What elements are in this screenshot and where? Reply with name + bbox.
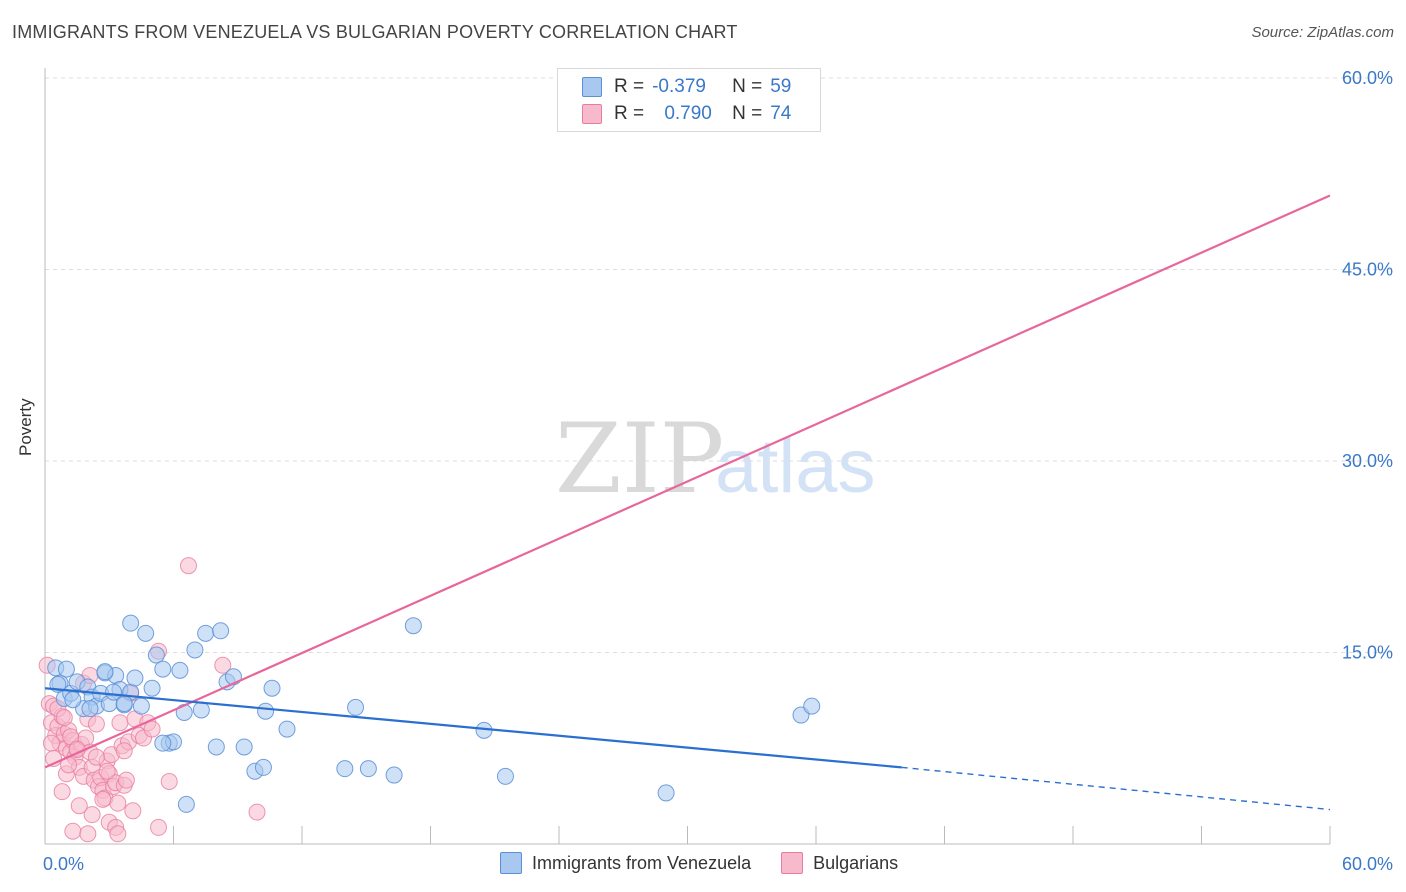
- venezuela-point: [385, 766, 403, 784]
- venezuela-point: [171, 661, 189, 679]
- y-tick-label: 45.0%: [1342, 260, 1393, 280]
- bulgarians-point: [115, 742, 133, 760]
- bulgarians-point: [143, 720, 161, 738]
- venezuela-point: [81, 700, 99, 718]
- bulgarians-point: [111, 714, 129, 732]
- legend-swatch-pink: [781, 852, 804, 874]
- watermark-zip: ZIP: [555, 403, 724, 515]
- watermark: ZIP atlas: [555, 403, 876, 515]
- legend-row-venezuela: R = -0.379 N = 59: [582, 75, 791, 99]
- watermark-atlas: atlas: [715, 424, 876, 509]
- bulgarians-point: [55, 709, 73, 727]
- bulgarians-point: [64, 822, 82, 840]
- legend-n-label: N =: [732, 103, 763, 124]
- bulgarians-trend-line: [44, 194, 1331, 769]
- venezuela-point: [186, 641, 204, 659]
- legend-swatch-blue: [500, 852, 522, 874]
- venezuela-points: [47, 614, 821, 813]
- bulgarians-point: [87, 715, 105, 733]
- venezuela-point: [212, 622, 230, 640]
- venezuela-point: [347, 698, 365, 716]
- bulgarians-point: [117, 771, 135, 789]
- legend-n-value: 59: [770, 76, 792, 97]
- bulgarians-point: [179, 557, 197, 575]
- bulgarians-point: [150, 818, 168, 836]
- venezuela-point: [126, 669, 144, 687]
- x-tick-label: 0.0%: [43, 854, 84, 874]
- bulgarians-point: [83, 806, 101, 824]
- stats-legend: R = -0.379 N = 59 R = 0.790 N = 74: [557, 68, 821, 132]
- venezuela-trend-line: [44, 687, 902, 769]
- bulgarians-point: [109, 825, 127, 843]
- legend-r-value: 0.790: [664, 103, 712, 124]
- bulgarians-point: [87, 748, 105, 766]
- legend-n-value: 74: [770, 103, 792, 124]
- y-axis-label: Poverty: [16, 398, 35, 456]
- legend-row-bulgarians: R = 0.790 N = 74: [582, 102, 791, 126]
- axes: [44, 68, 1331, 845]
- venezuela-point: [96, 663, 114, 681]
- chart-title: IMMIGRANTS FROM VENEZUELA VS BULGARIAN P…: [12, 22, 738, 42]
- venezuela-point: [177, 795, 195, 813]
- venezuela-point: [207, 738, 225, 756]
- venezuela-point: [64, 691, 82, 709]
- bulgarians-point: [94, 790, 112, 808]
- venezuela-point: [197, 624, 215, 642]
- grid: [45, 77, 1392, 653]
- source-label: Source: ZipAtlas.com: [1251, 24, 1394, 41]
- legend-swatch-blue: [582, 77, 602, 97]
- bulgarians-points: [38, 557, 266, 843]
- y-tick-label: 15.0%: [1342, 643, 1393, 663]
- bulgarians-point: [70, 797, 88, 815]
- venezuela-point: [122, 614, 140, 632]
- bulgarians-point: [53, 783, 71, 801]
- venezuela-point: [235, 738, 253, 756]
- bulgarians-point: [109, 794, 127, 812]
- venezuela-point: [105, 683, 123, 701]
- venezuela-point: [154, 734, 172, 752]
- bulgarians-point: [42, 734, 60, 752]
- legend-item-venezuela[interactable]: Immigrants from Venezuela: [500, 852, 751, 874]
- x-tick-label: 60.0%: [1342, 854, 1393, 874]
- bulgarians-point: [160, 772, 178, 790]
- bulgarians-point: [124, 802, 142, 820]
- venezuela-point: [359, 760, 377, 778]
- series-legend: Immigrants from Venezuela Bulgarians: [500, 852, 928, 874]
- venezuela-point: [143, 679, 161, 697]
- venezuela-point: [192, 701, 210, 719]
- trend-lines: [44, 194, 1331, 811]
- venezuela-point: [57, 660, 75, 678]
- venezuela-point: [496, 767, 514, 785]
- venezuela-point: [254, 758, 272, 776]
- legend-r-value: -0.379: [652, 76, 706, 97]
- bulgarians-point: [98, 762, 116, 780]
- venezuela-point: [336, 760, 354, 778]
- venezuela-point: [137, 624, 155, 642]
- tick-labels: 15.0% 30.0% 45.0% 60.0% 0.0% 60.0%: [43, 68, 1393, 874]
- legend-label-bulgarians: Bulgarians: [813, 852, 899, 873]
- venezuela-point: [257, 702, 275, 720]
- venezuela-point: [803, 697, 821, 715]
- y-tick-label: 30.0%: [1342, 451, 1393, 471]
- legend-r-label: R =: [614, 103, 645, 124]
- venezuela-point: [263, 679, 281, 697]
- venezuela-point: [154, 660, 172, 678]
- venezuela-point: [657, 784, 675, 802]
- legend-swatch-pink: [582, 104, 602, 124]
- venezuela-point: [132, 697, 150, 715]
- legend-label-venezuela: Immigrants from Venezuela: [532, 852, 752, 873]
- bulgarians-point: [214, 656, 232, 674]
- y-tick-label: 60.0%: [1342, 68, 1393, 88]
- venezuela-point: [404, 617, 422, 635]
- venezuela-point: [147, 646, 165, 664]
- legend-r-label: R =: [614, 76, 645, 97]
- venezuela-trend-extension: [901, 766, 1331, 811]
- venezuela-point: [278, 720, 296, 738]
- legend-n-label: N =: [732, 76, 763, 97]
- bulgarians-point: [79, 825, 97, 843]
- legend-item-bulgarians[interactable]: Bulgarians: [781, 852, 898, 874]
- bulgarians-point: [248, 803, 266, 821]
